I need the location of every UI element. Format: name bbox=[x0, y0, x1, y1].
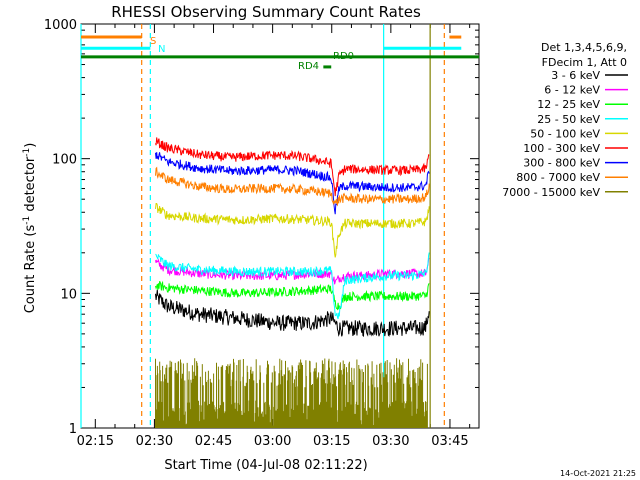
legend-entry-label: 3 - 6 keV bbox=[551, 69, 600, 82]
x-tick-label: 03:45 bbox=[431, 434, 468, 449]
series-trace bbox=[155, 152, 430, 215]
x-tick-label: 02:15 bbox=[77, 434, 114, 449]
series-trace bbox=[155, 280, 430, 311]
series-trace bbox=[155, 358, 428, 428]
y-tick-label: 10 bbox=[60, 287, 77, 302]
x-tick-label: 02:45 bbox=[195, 434, 232, 449]
legend-entry-label: 50 - 100 keV bbox=[530, 127, 600, 140]
series-trace bbox=[155, 137, 430, 197]
x-tick-label: 03:30 bbox=[372, 434, 409, 449]
chart-title: RHESSI Observing Summary Count Rates bbox=[111, 3, 421, 21]
legend-entry-label: 12 - 25 keV bbox=[537, 98, 600, 111]
series-trace bbox=[155, 203, 430, 258]
footer-timestamp: 14-Oct-2021 21:25 bbox=[560, 469, 636, 478]
state-bar-label: RD4 bbox=[298, 61, 319, 72]
y-tick-label: 1 bbox=[69, 422, 77, 437]
legend-entry-label: 100 - 300 keV bbox=[523, 142, 600, 155]
legend-entry-label: 300 - 800 keV bbox=[523, 157, 600, 170]
state-bar-label: RD0 bbox=[333, 51, 354, 62]
legend-header: FDecim 1, Att 0 bbox=[542, 56, 627, 69]
x-tick-label: 03:00 bbox=[254, 434, 291, 449]
legend-entry-label: 25 - 50 keV bbox=[537, 113, 600, 126]
y-axis-title: Count Rate (s-1 detector-1) bbox=[22, 143, 38, 314]
plot-area: 1 10 100 1000 02:15 02:30 02:45 03:00 03:15 03:30… bbox=[44, 18, 480, 449]
legend-entry-label: 800 - 7000 keV bbox=[516, 171, 600, 184]
y-tick-label: 100 bbox=[52, 153, 77, 168]
series-trace bbox=[155, 289, 430, 338]
x-tick-label: 03:15 bbox=[313, 434, 350, 449]
x-tick-label: 02:30 bbox=[136, 434, 173, 449]
series-trace bbox=[155, 166, 430, 207]
legend-header: Det 1,3,4,5,6,9, bbox=[541, 41, 627, 54]
y-tick-label: 1000 bbox=[44, 18, 77, 33]
legend-entry-label: 6 - 12 keV bbox=[544, 84, 600, 97]
legend: Det 1,3,4,5,6,9, FDecim 1, Att 03 - 6 keV… bbox=[502, 41, 628, 199]
state-bar-label: S bbox=[150, 36, 156, 47]
x-axis-title: Start Time (04-Jul-08 02:11:22) bbox=[164, 458, 367, 473]
series-trace bbox=[155, 252, 430, 320]
state-bar-label: N bbox=[158, 44, 165, 55]
legend-entry-label: 7000 - 15000 keV bbox=[502, 186, 600, 199]
